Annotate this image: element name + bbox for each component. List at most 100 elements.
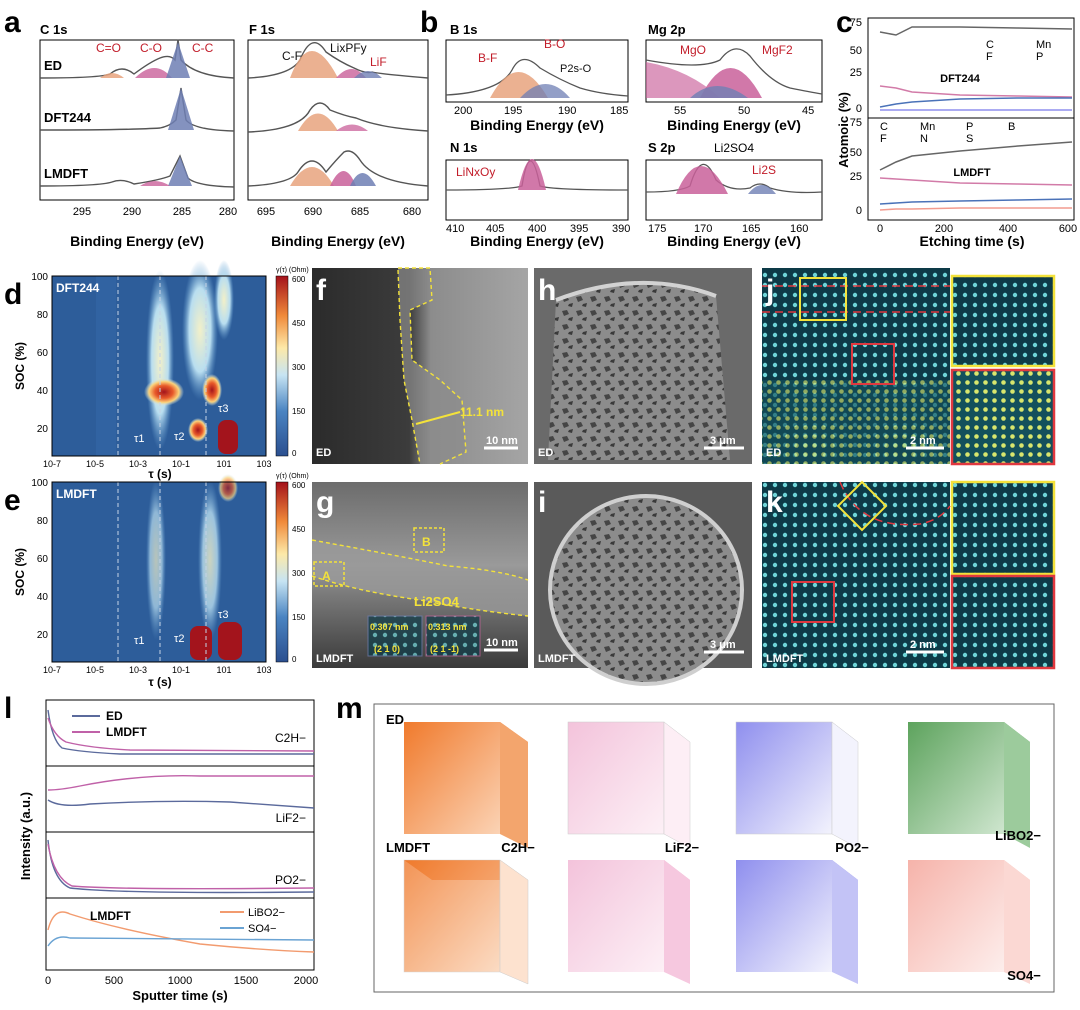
e-cbar-title: γ(τ) (Ohm)	[276, 473, 309, 480]
n1s-title: N 1s	[450, 140, 477, 155]
l-xtick: 500	[105, 975, 123, 987]
c-bottom-legend: C	[880, 121, 888, 133]
s2p-tick: 175	[648, 223, 666, 235]
e-xtick: 10-1	[172, 665, 190, 675]
k-sample-label: LMDFT	[766, 653, 804, 665]
i-sample-label: LMDFT	[538, 653, 576, 665]
c1s-peak-label-co: C=O	[96, 41, 121, 55]
l-bottom-label: LMDFT	[90, 909, 131, 923]
e-blob	[146, 480, 166, 640]
m-row2-label: LMDFT	[386, 840, 430, 855]
panel-e: e LMDFT τ1 τ2 τ3 SOC (%) 100 80 60 40 20…	[4, 473, 309, 689]
s2p-xlabel: Binding Energy (eV)	[667, 233, 801, 249]
e-xlabel: τ (s)	[148, 675, 171, 689]
g-inset2-d: 0.313 nm	[428, 622, 467, 632]
j-red-box	[851, 343, 895, 385]
m-cube-ed-po2	[735, 721, 859, 849]
c1s-frame	[39, 39, 235, 201]
d-ytick: 60	[37, 348, 49, 359]
d-ylabel: SOC (%)	[13, 342, 27, 390]
mg2p-tick: 45	[802, 105, 814, 117]
panel-letter-g: g	[316, 486, 334, 519]
f1s-title: F 1s	[249, 22, 275, 37]
g-layer	[312, 540, 528, 616]
k-line	[839, 481, 951, 526]
n1s-peak	[518, 159, 546, 190]
c1s-peak-label-cc: C-C	[192, 41, 214, 55]
l-c2h-lmdft	[47, 717, 315, 752]
mg2p-curve	[645, 48, 823, 95]
m-species-libo2: LiBO2−	[995, 828, 1041, 843]
l-legend-libo2: LiBO2−	[248, 907, 285, 919]
d-xtick: 10-7	[43, 459, 61, 469]
e-ylabel: SOC (%)	[13, 548, 27, 596]
c-xlabel: Etching time (s)	[919, 233, 1024, 249]
mg2p-peak-label-mgo: MgO	[680, 43, 706, 57]
f1s-tick: 690	[304, 206, 322, 218]
s2p-peak-label-li2so4: Li2SO4	[714, 141, 754, 155]
panel-j: j ED 2 nm	[762, 268, 1056, 466]
row-label-lmdft: LMDFT	[44, 166, 88, 181]
k-inset-red	[950, 574, 1056, 670]
panel-letter-k: k	[766, 486, 783, 519]
m-cube-lmdft-lif2	[568, 860, 690, 984]
l-po2-ed	[47, 839, 315, 894]
c-top-legend: P	[1036, 51, 1043, 63]
l-legend-lmdft: LMDFT	[106, 725, 147, 739]
d-tau2: τ2	[174, 431, 184, 443]
c-bottom-legend: N	[920, 133, 928, 145]
j-yellow-box	[799, 277, 847, 321]
d-xtick: 101	[216, 459, 231, 469]
d-xtick: 10-3	[129, 459, 147, 469]
c1s-tick: 290	[123, 206, 141, 218]
c-bottom-legend: P	[966, 121, 973, 133]
g-boundary	[311, 575, 529, 617]
b1s-tick: 200	[454, 105, 472, 117]
b1s-tick: 185	[610, 105, 628, 117]
f-sample-label: ED	[316, 447, 331, 459]
m-species-po2: PO2−	[835, 840, 869, 855]
d-hot4	[218, 420, 238, 454]
d-tau3: τ3	[218, 403, 228, 415]
c-bottom-legend: S	[966, 133, 973, 145]
e-cbar-tick: 150	[292, 613, 306, 622]
d-cbar-tick: 0	[292, 449, 297, 458]
c-ylabel: Atomoic (%)	[836, 92, 851, 168]
g-inset1-d: 0.307 nm	[370, 622, 409, 632]
c1s-dft-peak	[168, 88, 194, 130]
g-box-b	[413, 527, 445, 553]
l-so4	[47, 936, 315, 947]
b1s-peak-label-bo: B-O	[544, 37, 565, 51]
f1s-ed-peak1	[290, 51, 338, 78]
d-hot2	[202, 374, 222, 406]
s2p-frame	[645, 159, 823, 221]
f1s-lmdft-peak1	[290, 167, 334, 186]
f-thickness-label: 11.1 nm	[460, 405, 504, 419]
f1s-lmdft-peak3	[350, 173, 376, 186]
s2p-tick: 165	[742, 223, 760, 235]
g-box-b-label: B	[422, 535, 431, 549]
s2p-title: S 2p	[648, 140, 676, 155]
l-xtick: 1000	[168, 975, 192, 987]
f1s-lmdft-peak2	[330, 171, 356, 186]
n1s-tick: 400	[528, 223, 546, 235]
c-xtick: 200	[935, 223, 953, 235]
i-particle	[550, 496, 742, 684]
d-tau1: τ1	[134, 433, 144, 445]
e-cbar-tick: 0	[292, 655, 297, 664]
c-ytick: 50	[850, 45, 862, 57]
i-scale-label: 3 μm	[710, 639, 736, 651]
c-bottom-legend: B	[1008, 121, 1015, 133]
mg2p-title: Mg 2p	[648, 22, 686, 37]
b1s-tick: 195	[504, 105, 522, 117]
l-species-c2h: C2H−	[275, 731, 306, 745]
l-po2-lmdft	[47, 843, 315, 890]
panel-h: h ED 3 μm	[534, 268, 752, 464]
e-xtick: 103	[256, 665, 271, 675]
d-band	[96, 276, 116, 456]
f-boundary	[398, 267, 467, 465]
j-inset-red	[950, 368, 1056, 466]
c-bottom-legend: Mn	[920, 121, 935, 133]
e-hot1	[190, 626, 212, 660]
mg2p-peak2	[690, 86, 748, 98]
